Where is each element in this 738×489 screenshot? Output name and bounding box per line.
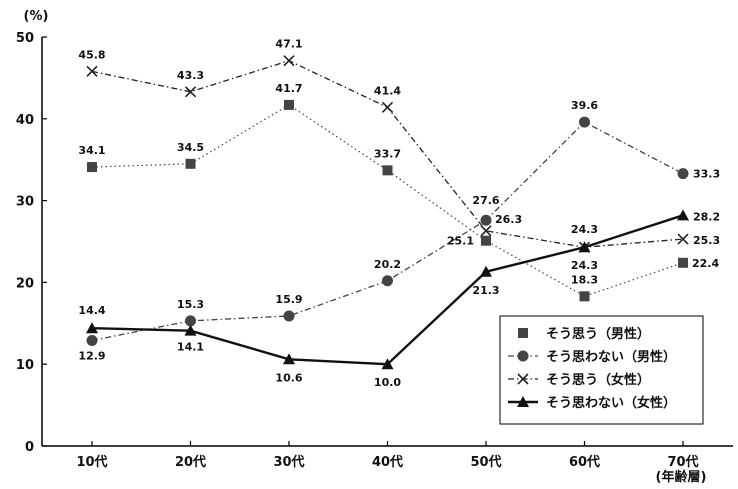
x-tick-label: 40代 xyxy=(372,454,403,470)
square-marker xyxy=(284,100,294,110)
data-label: 34.1 xyxy=(78,144,105,157)
legend-label: そう思わない（男性） xyxy=(546,349,676,365)
data-label: 25.1 xyxy=(447,235,474,248)
square-marker xyxy=(518,328,528,338)
circle-marker xyxy=(678,168,689,179)
legend-label: そう思う（女性） xyxy=(546,372,650,388)
data-label: 45.8 xyxy=(78,48,105,61)
y-tick-label: 30 xyxy=(16,195,34,210)
data-label: 34.5 xyxy=(177,141,204,154)
data-label: 41.4 xyxy=(374,84,401,97)
x-marker xyxy=(284,56,294,66)
circle-marker xyxy=(579,117,590,128)
data-label: 22.4 xyxy=(692,257,719,270)
data-label: 39.6 xyxy=(571,99,598,112)
data-label: 10.6 xyxy=(275,371,302,384)
x-marker xyxy=(383,102,393,112)
x-tick-label: 30代 xyxy=(273,454,304,470)
circle-marker xyxy=(481,215,492,226)
y-tick-label: 40 xyxy=(16,113,34,128)
square-marker xyxy=(678,258,688,268)
y-tick-label: 20 xyxy=(16,276,34,291)
data-label: 33.3 xyxy=(693,168,720,181)
data-label: 12.9 xyxy=(78,349,105,362)
data-label: 15.9 xyxy=(275,293,302,306)
data-label: 14.4 xyxy=(78,304,105,317)
data-label: 25.3 xyxy=(693,234,720,247)
x-unit-label: (年齢層) xyxy=(656,469,707,485)
data-label: 43.3 xyxy=(177,69,204,82)
legend: そう思う（男性） そう思わない（男性） そう思う（女性） そう思わない（女性） xyxy=(500,316,703,424)
data-label: 41.7 xyxy=(275,82,302,95)
y-tick-label: 10 xyxy=(16,358,34,373)
circle-marker xyxy=(518,351,529,362)
square-marker xyxy=(87,162,97,172)
x-marker xyxy=(87,66,97,76)
data-label: 20.2 xyxy=(374,258,401,271)
data-label: 28.2 xyxy=(693,210,720,223)
circle-marker xyxy=(284,310,295,321)
x-tick-label: 60代 xyxy=(569,454,600,470)
data-label: 24.3 xyxy=(571,259,598,272)
x-tick-label: 10代 xyxy=(76,454,107,470)
data-label: 33.7 xyxy=(374,147,401,160)
triangle-marker xyxy=(677,209,689,220)
circle-marker xyxy=(382,275,393,286)
data-label: 47.1 xyxy=(275,38,302,51)
data-label: 26.3 xyxy=(495,213,522,226)
data-label: 21.3 xyxy=(472,284,499,297)
circle-marker xyxy=(87,335,98,346)
square-marker xyxy=(383,165,393,175)
data-label: 27.6 xyxy=(472,194,499,207)
data-label: 10.0 xyxy=(374,376,401,389)
y-tick-label: 0 xyxy=(25,440,34,455)
data-label: 24.3 xyxy=(571,223,598,236)
square-marker xyxy=(186,159,196,169)
x-marker xyxy=(186,87,196,97)
square-marker xyxy=(580,291,590,301)
y-tick-label: 50 xyxy=(16,31,34,46)
legend-label: そう思う（男性） xyxy=(546,326,650,342)
x-tick-label: 20代 xyxy=(175,454,206,470)
square-marker xyxy=(481,236,491,246)
x-tick-label: 70代 xyxy=(667,454,698,470)
data-label: 14.1 xyxy=(177,341,204,354)
y-unit-label: (%) xyxy=(24,9,49,24)
data-label: 15.3 xyxy=(177,298,204,311)
data-label: 18.3 xyxy=(571,273,598,286)
legend-label: そう思わない（女性） xyxy=(546,395,676,411)
x-tick-label: 50代 xyxy=(470,454,501,470)
